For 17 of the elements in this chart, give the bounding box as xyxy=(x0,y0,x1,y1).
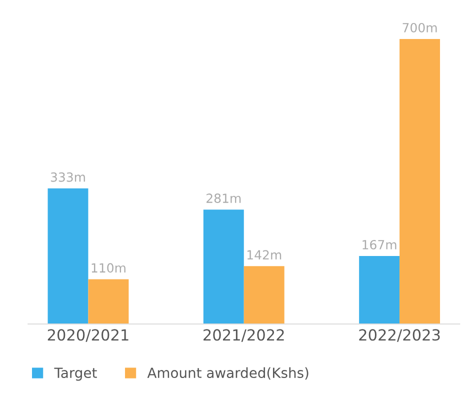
data-label: 281m xyxy=(206,194,241,204)
data-label: 167m xyxy=(362,240,396,250)
data-label: 142m xyxy=(247,250,282,260)
bar xyxy=(400,39,440,324)
legend-label: Amount awarded(Kshs) xyxy=(147,367,308,380)
bar xyxy=(244,266,284,324)
x-tick-label: 2020/2021 xyxy=(48,329,128,342)
data-label: 333m xyxy=(50,172,85,182)
data-label: 110m xyxy=(92,263,126,273)
bar xyxy=(359,256,400,324)
legend-label: Target xyxy=(54,368,97,381)
bar xyxy=(88,279,129,324)
bar xyxy=(203,210,244,324)
x-tick-label: 2022/2023 xyxy=(359,329,440,342)
data-label: 700m xyxy=(402,22,437,32)
bar xyxy=(48,188,88,324)
x-tick-label: 2021/2022 xyxy=(204,329,284,342)
